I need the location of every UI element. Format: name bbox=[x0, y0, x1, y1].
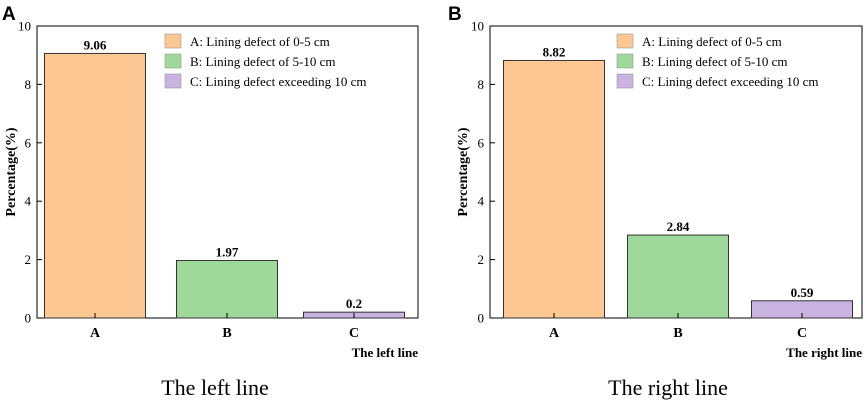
x-axis-categories: A B C bbox=[90, 313, 359, 341]
y-tick-label: 2 bbox=[478, 252, 485, 267]
legend-label-a: A: Lining defect of 0-5 cm bbox=[642, 34, 782, 49]
panel-letter-b: B bbox=[448, 4, 462, 25]
x-category-label: A bbox=[549, 326, 560, 341]
y-tick-label: 6 bbox=[25, 135, 32, 150]
legend-swatch-c bbox=[164, 73, 182, 89]
data-label-c: 0.2 bbox=[346, 296, 362, 311]
bars bbox=[503, 59, 853, 319]
legend-label-c: C: Lining defect exceeding 10 cm bbox=[190, 74, 367, 89]
data-label-a: 8.82 bbox=[543, 44, 566, 59]
legend-label-b: B: Lining defect of 5-10 cm bbox=[642, 54, 788, 69]
x-category-label: B bbox=[222, 326, 231, 341]
y-tick-label: 10 bbox=[18, 19, 31, 34]
data-label-b: 2.84 bbox=[667, 219, 690, 234]
bar-b bbox=[176, 259, 278, 319]
x-axis-categories: A B C bbox=[549, 313, 807, 341]
legend: A: Lining defect of 0-5 cm B: Lining def… bbox=[164, 33, 367, 89]
y-tick-label: 4 bbox=[478, 194, 485, 209]
y-tick-label: 4 bbox=[25, 194, 32, 209]
y-axis-label: Percentage(%) bbox=[456, 127, 471, 216]
y-tick-label: 2 bbox=[25, 252, 32, 267]
bar-a bbox=[503, 59, 605, 319]
y-axis-ticks: 0 2 4 6 8 10 bbox=[471, 19, 495, 326]
caption: The left line bbox=[161, 375, 269, 400]
data-labels: 9.06 1.97 0.2 bbox=[84, 37, 363, 311]
y-tick-label: 10 bbox=[471, 19, 484, 34]
chart-right-line: B 0 2 4 6 8 10 A B C 8.82 2.84 0.59 Percentage(%)… bbox=[448, 4, 863, 400]
y-tick-label: 8 bbox=[25, 77, 32, 92]
x-category-label: C bbox=[797, 326, 807, 341]
legend-swatch-c bbox=[616, 73, 634, 89]
caption: The right line bbox=[608, 375, 728, 400]
bars bbox=[44, 52, 405, 319]
x-category-label: A bbox=[90, 326, 101, 341]
x-category-label: B bbox=[673, 326, 682, 341]
legend-swatch-a bbox=[616, 33, 634, 49]
y-tick-label: 6 bbox=[478, 135, 485, 150]
data-label-c: 0.59 bbox=[791, 285, 814, 300]
y-axis-ticks: 0 2 4 6 8 10 bbox=[18, 19, 42, 326]
panel-letter-a: A bbox=[2, 4, 16, 25]
bar-b bbox=[627, 234, 729, 319]
legend-swatch-b bbox=[616, 53, 634, 69]
legend-label-b: B: Lining defect of 5-10 cm bbox=[190, 54, 336, 69]
x-category-label: C bbox=[349, 326, 359, 341]
y-tick-label: 0 bbox=[478, 311, 485, 326]
legend: A: Lining defect of 0-5 cm B: Lining def… bbox=[616, 33, 819, 89]
x-axis-label: The right line bbox=[786, 345, 862, 360]
bar-a bbox=[44, 52, 146, 319]
data-label-b: 1.97 bbox=[216, 244, 239, 259]
y-tick-label: 0 bbox=[25, 311, 32, 326]
y-tick-label: 8 bbox=[478, 77, 485, 92]
legend-swatch-a bbox=[164, 33, 182, 49]
data-label-a: 9.06 bbox=[84, 37, 107, 52]
data-labels: 8.82 2.84 0.59 bbox=[543, 44, 814, 299]
legend-swatch-b bbox=[164, 53, 182, 69]
y-axis-label: Percentage(%) bbox=[4, 127, 19, 216]
x-axis-label: The left line bbox=[352, 345, 419, 360]
legend-label-a: A: Lining defect of 0-5 cm bbox=[190, 34, 330, 49]
legend-label-c: C: Lining defect exceeding 10 cm bbox=[642, 74, 819, 89]
